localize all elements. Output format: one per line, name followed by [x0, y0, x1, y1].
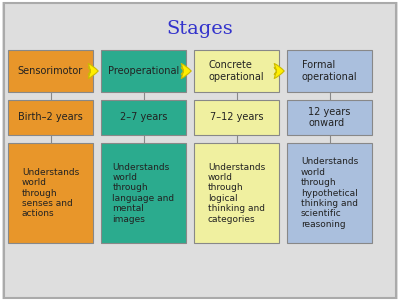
Text: 7–12 years: 7–12 years: [210, 113, 263, 123]
Bar: [8, 143, 93, 243]
Text: Stages: Stages: [167, 20, 233, 38]
Text: Understands
world
through
logical
thinking and
categories: Understands world through logical thinki…: [208, 163, 265, 224]
Bar: [8, 50, 93, 92]
Text: Understands
world
through
hypothetical
thinking and
scientific
reasoning: Understands world through hypothetical t…: [301, 157, 358, 229]
Bar: [101, 50, 186, 92]
Text: Understands
world
through
language and
mental
images: Understands world through language and m…: [112, 163, 174, 224]
Bar: [287, 143, 372, 243]
Text: Concrete
operational: Concrete operational: [209, 60, 264, 82]
Bar: [101, 100, 186, 135]
Text: Birth–2 years: Birth–2 years: [18, 113, 83, 123]
Bar: [8, 100, 93, 135]
Text: Understands
world
through
senses and
actions: Understands world through senses and act…: [22, 168, 79, 218]
Bar: [287, 50, 372, 92]
Text: 12 years
onward: 12 years onward: [308, 107, 351, 128]
Text: Sensorimotor: Sensorimotor: [18, 66, 83, 76]
Bar: [101, 143, 186, 243]
Bar: [194, 143, 279, 243]
Text: 2–7 years: 2–7 years: [120, 113, 167, 123]
Text: Formal
operational: Formal operational: [302, 60, 357, 82]
Bar: [194, 100, 279, 135]
Bar: [287, 100, 372, 135]
Text: Preoperational: Preoperational: [108, 66, 179, 76]
Bar: [194, 50, 279, 92]
